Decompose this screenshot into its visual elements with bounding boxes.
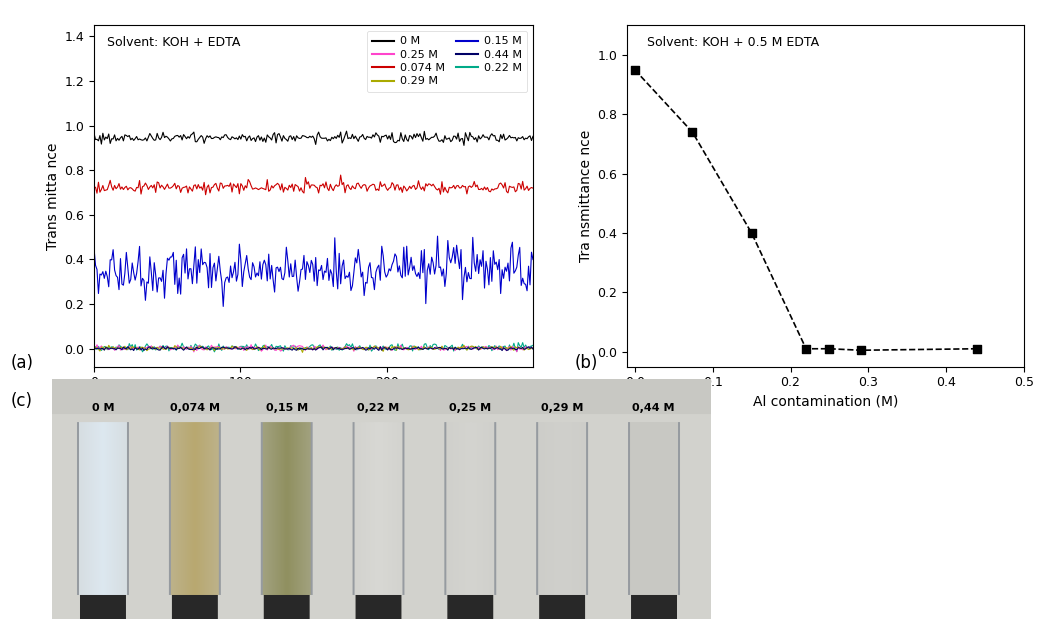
Point xyxy=(743,228,760,238)
Legend: 0 M, 0.25 M, 0.074 M, 0.29 M, 0.15 M, 0.44 M, 0.22 M: 0 M, 0.25 M, 0.074 M, 0.29 M, 0.15 M, 0.… xyxy=(367,31,528,92)
Text: 0,22 M: 0,22 M xyxy=(357,403,399,413)
X-axis label: Time (sec): Time (sec) xyxy=(277,395,350,409)
Text: (b): (b) xyxy=(575,354,598,372)
Text: 0,29 M: 0,29 M xyxy=(540,403,583,413)
Y-axis label: Tra nsmittance nce: Tra nsmittance nce xyxy=(579,130,594,262)
Point xyxy=(684,127,701,137)
Text: Solvent: KOH + EDTA: Solvent: KOH + EDTA xyxy=(108,35,240,49)
Point xyxy=(626,64,643,75)
Point xyxy=(821,344,838,354)
Point xyxy=(797,344,814,354)
Text: 0,15 M: 0,15 M xyxy=(265,403,307,413)
Y-axis label: Trans mitta nce: Trans mitta nce xyxy=(46,142,61,250)
Text: 0,44 M: 0,44 M xyxy=(632,403,675,413)
Point xyxy=(969,344,985,354)
Text: Solvent: KOH + 0.5 M EDTA: Solvent: KOH + 0.5 M EDTA xyxy=(647,35,819,49)
Text: (a): (a) xyxy=(10,354,33,372)
Point xyxy=(853,345,869,355)
Text: (c): (c) xyxy=(10,392,32,410)
Text: 0,074 M: 0,074 M xyxy=(170,403,219,413)
X-axis label: Al contamination (M): Al contamination (M) xyxy=(752,395,899,409)
Text: 0 M: 0 M xyxy=(92,403,114,413)
Text: 0,25 M: 0,25 M xyxy=(449,403,491,413)
